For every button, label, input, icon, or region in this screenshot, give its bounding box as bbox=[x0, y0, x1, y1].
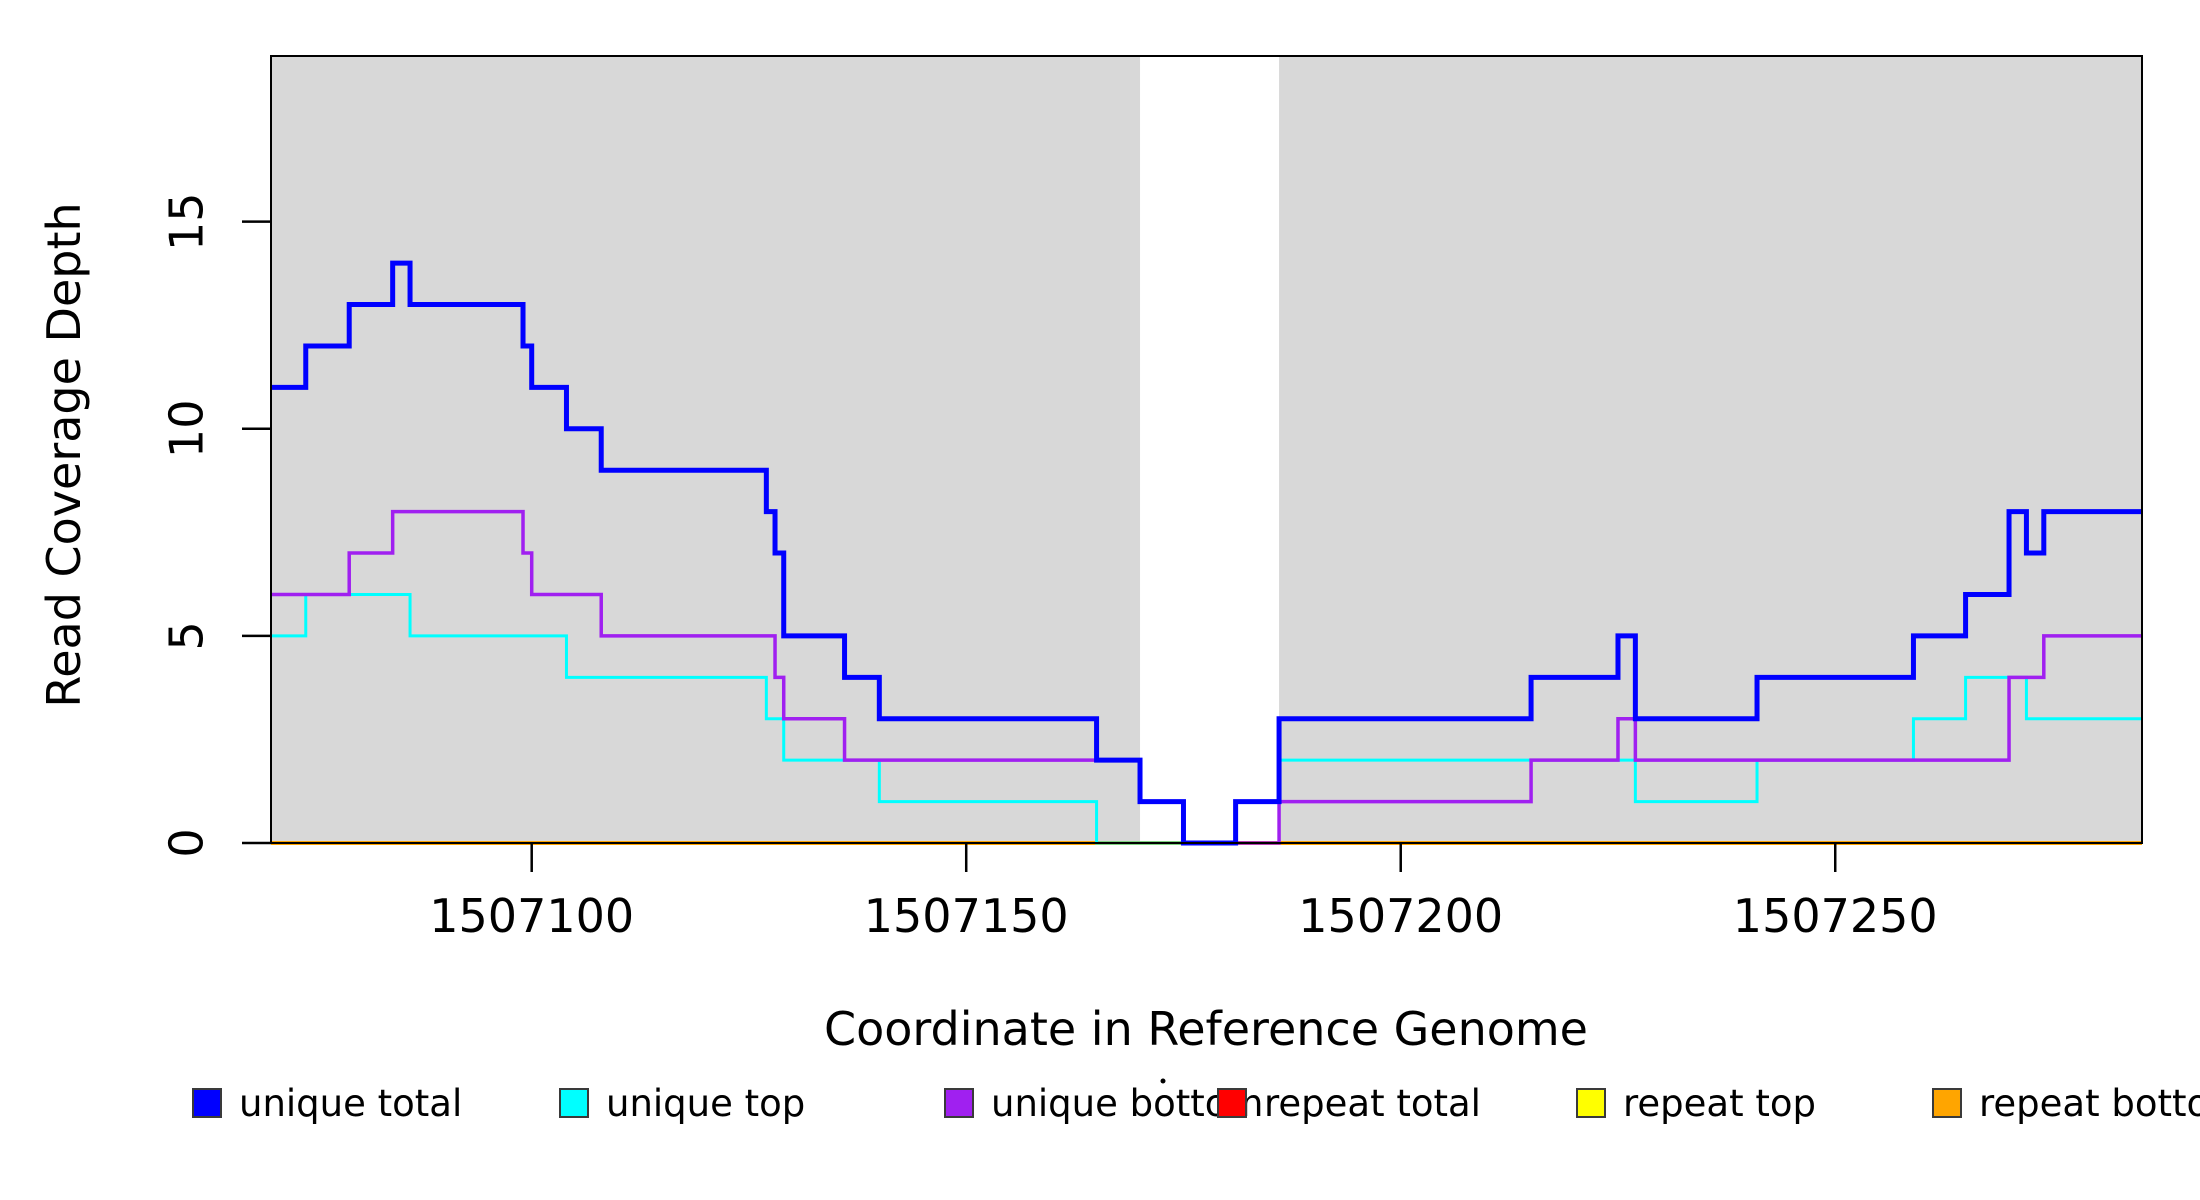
y-axis-title: Read Coverage Depth bbox=[37, 202, 91, 707]
legend: unique total unique top unique bottom repea… bbox=[192, 1078, 2200, 1125]
legend-swatch-repeat-total bbox=[1217, 1088, 1247, 1118]
legend-swatch-unique-total bbox=[192, 1088, 222, 1118]
legend-label-repeat-top: repeat top bbox=[1623, 1082, 1816, 1125]
x-tick-label: 1507200 bbox=[1298, 889, 1503, 943]
plot-border bbox=[270, 55, 2143, 844]
x-tick-label: 1507100 bbox=[429, 889, 634, 943]
legend-label-unique-total: unique total bbox=[239, 1082, 462, 1125]
axes: 1507100 1507150 1507200 1507250 0 5 10 15 bbox=[160, 55, 2143, 943]
legend-swatch-repeat-top bbox=[1576, 1088, 1606, 1118]
legend-label-repeat-bottom: repeat bottom bbox=[1979, 1082, 2200, 1125]
y-tick-label: 0 bbox=[160, 828, 214, 857]
y-tick-label: 5 bbox=[160, 621, 214, 650]
x-tick-label: 1507250 bbox=[1733, 889, 1938, 943]
legend-swatch-repeat-bottom bbox=[1932, 1088, 1962, 1118]
x-tick-label: 1507150 bbox=[864, 889, 1069, 943]
x-axis-title: Coordinate in Reference Genome bbox=[824, 1002, 1588, 1056]
legend-swatch-unique-top bbox=[559, 1088, 589, 1118]
shaded-region-0 bbox=[271, 56, 1141, 843]
series-line-unique-total bbox=[271, 260, 2142, 846]
stray-dot bbox=[1160, 1078, 1166, 1084]
series-line-unique-bottom bbox=[271, 509, 2142, 845]
legend-label-repeat-total: repeat total bbox=[1264, 1082, 1481, 1125]
legend-swatch-unique-bottom bbox=[944, 1088, 974, 1118]
shaded-regions bbox=[271, 56, 2142, 843]
y-tick-label: 15 bbox=[160, 192, 214, 251]
y-tick-label: 10 bbox=[160, 400, 214, 459]
shaded-region-1 bbox=[1279, 56, 2142, 843]
legend-label-unique-top: unique top bbox=[606, 1082, 805, 1125]
